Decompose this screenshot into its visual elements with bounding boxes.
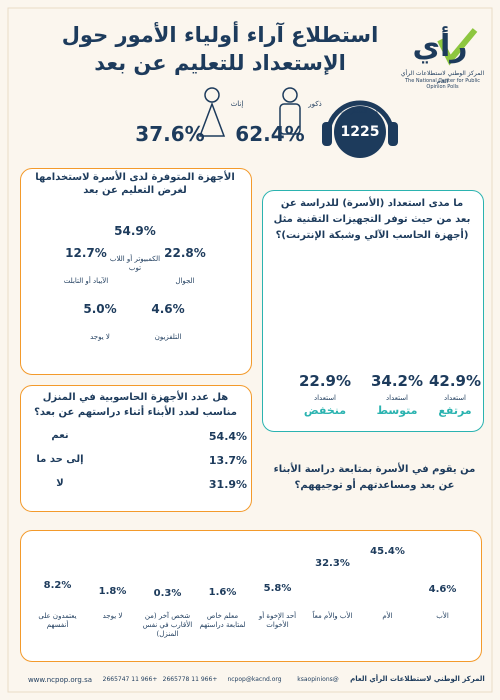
title-line: استطلاع آراء أولياء الأمور حول bbox=[61, 23, 379, 47]
bar-value: 13.7% bbox=[208, 454, 248, 467]
org-name-en: The National Center for Public Opinion P… bbox=[405, 78, 480, 91]
column-value: 1.6% bbox=[208, 586, 237, 598]
footer-email: ncpop@kacnd.org bbox=[227, 676, 282, 683]
readiness-value: 22.9% bbox=[298, 372, 352, 390]
title-line: الإستعداد للتعليم عن بعد bbox=[94, 51, 346, 75]
readiness-value: 42.9% bbox=[428, 372, 482, 390]
column-category: لا يوجد bbox=[102, 612, 123, 620]
column-value: 0.3% bbox=[153, 587, 182, 599]
readiness-label: استعداد bbox=[313, 394, 337, 402]
device-value: 22.8% bbox=[164, 246, 206, 260]
device-label: التلفزيون bbox=[154, 333, 182, 341]
column-value: 45.4% bbox=[370, 546, 405, 558]
column-value: 1.8% bbox=[98, 586, 127, 598]
device-value: 12.7% bbox=[65, 246, 107, 260]
logo-check bbox=[437, 28, 478, 66]
readiness-level: منخفض bbox=[303, 404, 347, 417]
device-label: الآيباد أو التابلت bbox=[63, 277, 109, 285]
gender-value: 37.6% bbox=[135, 122, 205, 146]
gender-label: ذكور bbox=[308, 100, 322, 108]
bar-value: 54.4% bbox=[208, 430, 248, 443]
column-category: الأم bbox=[382, 612, 393, 620]
participants-label: عدد المشاركين bbox=[341, 108, 379, 115]
readiness-panel bbox=[262, 190, 484, 432]
device-value: 5.0% bbox=[83, 302, 117, 316]
bar-category: إلى حد ما bbox=[36, 454, 84, 465]
footer-phone: +966 11 2665778 bbox=[162, 676, 218, 683]
readiness-label: استعداد bbox=[443, 394, 467, 402]
device-label: الجوال bbox=[175, 277, 195, 285]
readiness-value: 34.2% bbox=[370, 372, 424, 390]
headset-ear bbox=[322, 122, 332, 146]
footer-phone: +966 11 2665747 bbox=[102, 676, 158, 683]
readiness-level: متوسط bbox=[376, 404, 418, 417]
devices-title: الأجهزة المتوفرة لدى الأسرة لاستخدامها ل… bbox=[35, 172, 235, 196]
footer-website: www.ncpop.org.sa bbox=[27, 676, 93, 684]
headset-circle bbox=[334, 106, 386, 158]
device-value: 4.6% bbox=[151, 302, 185, 316]
column-value: 5.8% bbox=[263, 582, 292, 594]
column-category: يعتمدون على أنفسهم bbox=[38, 612, 77, 629]
column-category: الأب bbox=[436, 612, 449, 620]
headset-ear bbox=[388, 122, 398, 146]
sufficiency-title: هل عدد الأجهزة الحاسوبية في المنزل مناسب… bbox=[34, 392, 237, 418]
readiness-label: استعداد bbox=[385, 394, 409, 402]
gender-label: إناث bbox=[230, 100, 244, 108]
person-icons bbox=[198, 87, 301, 137]
device-value: 54.9% bbox=[114, 224, 156, 238]
gender-value: 62.4% bbox=[235, 122, 305, 146]
devices-panel bbox=[20, 168, 252, 375]
column-category: معلم خاص لمتابعة دراستهم bbox=[199, 612, 246, 629]
column-value: 8.2% bbox=[43, 580, 72, 592]
readiness-level: مرتفع bbox=[438, 404, 472, 417]
participants-value: 1225 bbox=[340, 124, 380, 140]
org-name: المركز الوطني لاستطلاعات الرأي العام bbox=[400, 70, 485, 85]
column-category: الأب والأم معاً bbox=[312, 612, 353, 620]
bar-value: 31.9% bbox=[208, 478, 248, 491]
sufficiency-panel bbox=[20, 385, 252, 512]
column-value: 32.3% bbox=[315, 558, 350, 570]
bar-category: نعم bbox=[51, 430, 69, 441]
readiness-title: ما مدى استعداد (الأسرة) للدراسة عن بعد م… bbox=[273, 198, 471, 241]
column-category: شخص آخر (من الأقارب في نفس المنزل) bbox=[142, 612, 193, 638]
bar-category: لا bbox=[56, 478, 64, 489]
followup-panel bbox=[20, 530, 482, 662]
column-value: 4.6% bbox=[428, 583, 457, 595]
followup-title: من يقوم في الأسرة بمتابعة دراسة الأبناء … bbox=[273, 464, 476, 491]
device-label: الكمبيوتر أو اللاب توب bbox=[109, 255, 161, 272]
headset-band bbox=[325, 100, 395, 136]
logo-text: رأي bbox=[412, 29, 468, 64]
footer-org: المركز الوطني لاستطلاعات الرأي العام bbox=[350, 675, 485, 683]
footer-twitter: @ksaopinions bbox=[297, 676, 339, 683]
device-label: لا يوجد bbox=[90, 333, 110, 341]
column-category: أحد الإخوة أو الأخوات bbox=[258, 612, 297, 629]
frame bbox=[7, 7, 493, 693]
